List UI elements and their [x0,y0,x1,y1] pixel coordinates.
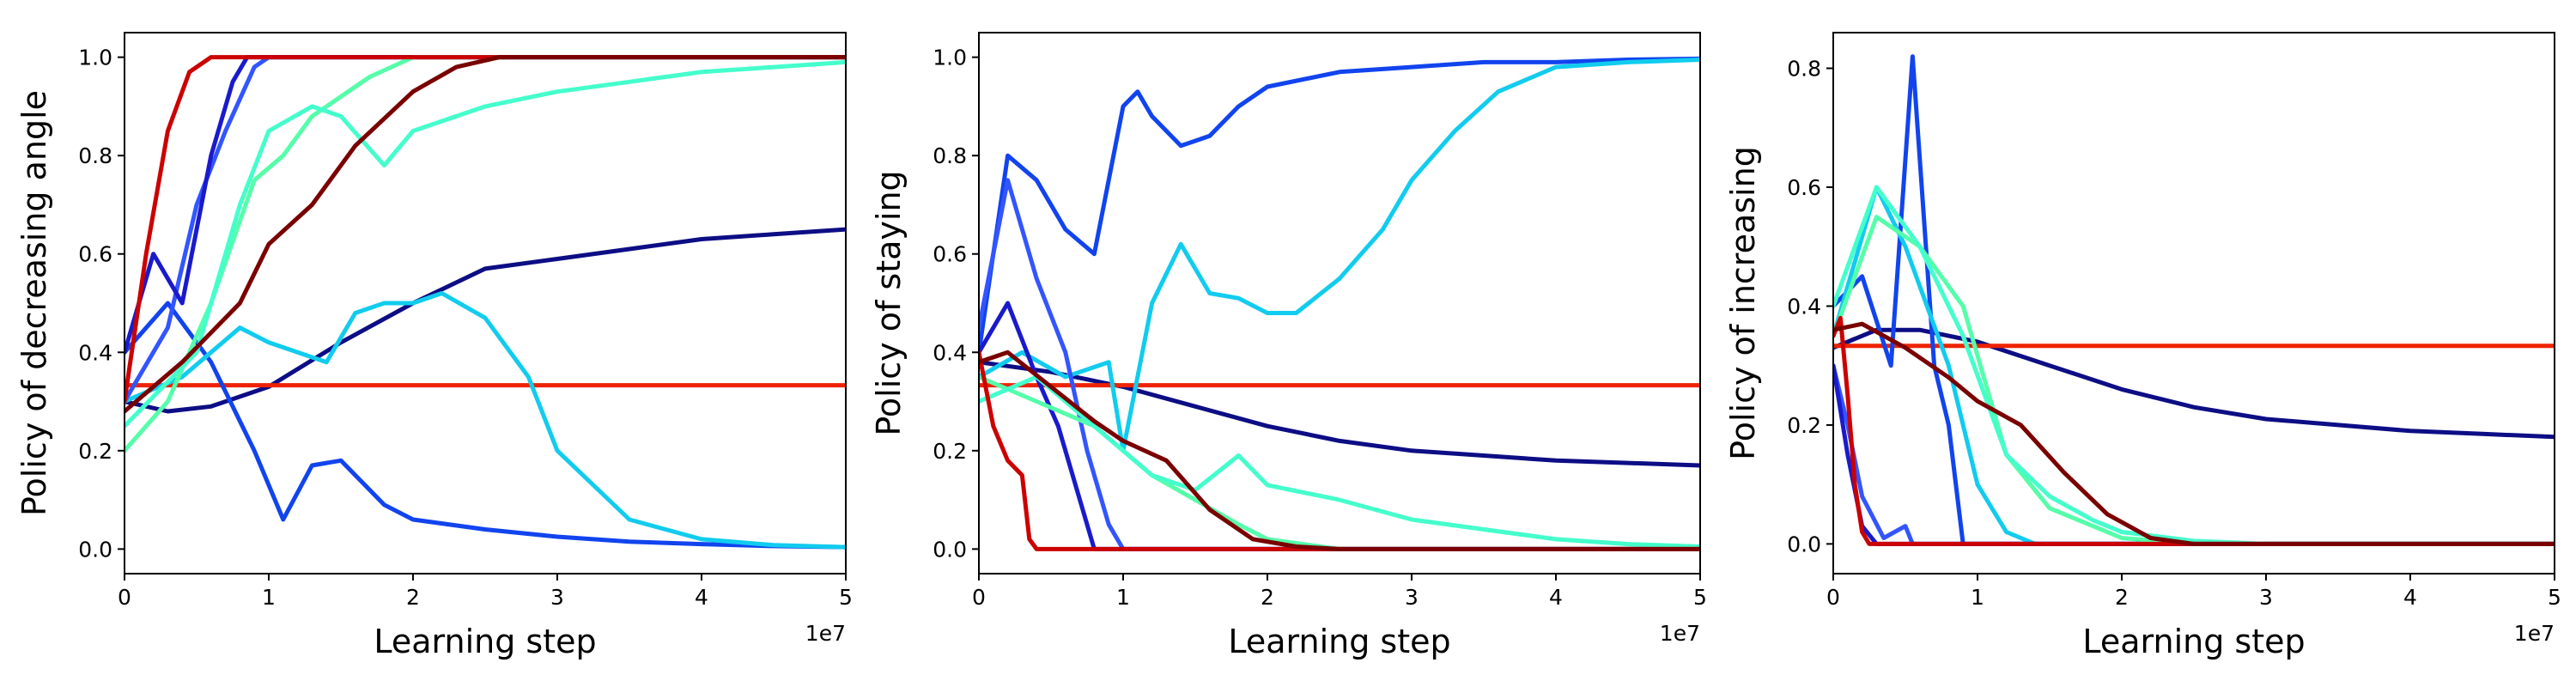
x-tick-label: 3 [2259,585,2273,610]
y-tick-label: 0.4 [933,340,967,365]
x-tick-label: 3 [1405,585,1419,610]
x-tick-label: 2 [406,585,420,610]
y-tick-label: 0.6 [933,242,967,267]
x-offset-label: 1e7 [805,621,846,646]
panel-increasing: 0 1 2 3 4 5 0.0 0.2 0.4 0.6 0.8 Learning step 1e7 Pol… [1724,32,2561,660]
series-line-8 [979,350,1700,551]
x-tick-label: 0 [1826,585,1840,610]
x-tick-label: 1 [1116,585,1130,610]
y-tick-label: 0.6 [1787,175,1821,200]
series-line-8 [125,55,846,404]
series-line-8 [1833,315,2555,546]
y-tick-label: 0.8 [1787,57,1821,82]
x-tick-label: 2 [1261,585,1274,610]
x-tick-label: 5 [1693,585,1707,610]
series-line-4 [979,178,1700,551]
series-line-9 [979,350,1700,551]
series-line-3 [125,291,846,550]
series-line-7 [979,374,1700,549]
x-tick-label: 0 [972,585,986,610]
y-tick-label: 1.0 [933,46,967,70]
series-line-2 [1833,54,2555,546]
y-axis-label: Policy of decreasing angle [15,90,53,516]
x-tick-label: 4 [2403,585,2417,610]
y-axis-label: Policy of increasing [1724,146,1762,460]
y-axis-label: Policy of staying [870,170,908,435]
x-offset-label: 1e7 [2514,621,2555,646]
series-group [979,56,1700,551]
y-tick-label: 0.8 [78,143,112,168]
x-tick-label: 5 [839,585,853,610]
series-line-7 [125,59,846,429]
y-tick-label: 0.2 [1787,413,1821,438]
series-line-7 [1833,185,2555,546]
series-line-0 [125,227,846,414]
series-line-3 [979,58,1700,453]
series-line-6 [1833,215,2555,546]
series-line-0 [1833,327,2555,440]
y-tick-label: 0.4 [1787,294,1821,319]
panel-decreasing-angle: 0 1 2 3 4 5 0.0 0.2 0.4 0.6 0.8 1.0 Learning step 1e7… [15,32,853,660]
y-tick-label: 0.2 [78,439,112,464]
x-tick-label: 1 [262,585,276,610]
x-tick-label: 4 [695,585,708,610]
x-axis-label: Learning step [2082,623,2305,660]
series-line-9 [125,55,846,414]
series-group [1833,54,2555,546]
y-tick-label: 0.2 [933,439,967,464]
series-line-2 [979,56,1700,355]
y-tick-label: 0.4 [78,340,112,365]
y-tick-label: 1.0 [78,46,112,70]
plot-frame [124,32,847,575]
x-tick-label: 0 [118,585,131,610]
plot-frame [978,32,1701,575]
series-line-9 [1833,321,2555,546]
x-axis-label: Learning step [374,623,596,660]
y-tick-label: 0.0 [933,537,967,562]
series-line-2 [125,301,846,550]
series-line-5 [979,301,1700,551]
x-tick-label: 2 [2115,585,2129,610]
y-tick-label: 0.0 [1787,532,1821,556]
series-line-3 [1833,185,2555,546]
x-tick-label: 5 [2548,585,2561,610]
series-line-0 [979,360,1700,468]
y-tick-label: 0.8 [933,143,967,168]
x-tick-label: 1 [1971,585,1984,610]
plot-frame [1832,32,2555,575]
y-tick-label: 0.0 [78,537,112,562]
series-line-6 [979,374,1700,551]
series-group [125,55,846,550]
x-offset-label: 1e7 [1660,621,1700,646]
x-tick-label: 4 [1549,585,1563,610]
panel-staying: 0 1 2 3 4 5 0.0 0.2 0.4 0.6 0.8 1.0 Learning step 1e7… [870,32,1707,660]
y-tick-label: 0.6 [78,242,112,267]
x-axis-label: Learning step [1228,623,1450,660]
x-tick-label: 3 [550,585,564,610]
